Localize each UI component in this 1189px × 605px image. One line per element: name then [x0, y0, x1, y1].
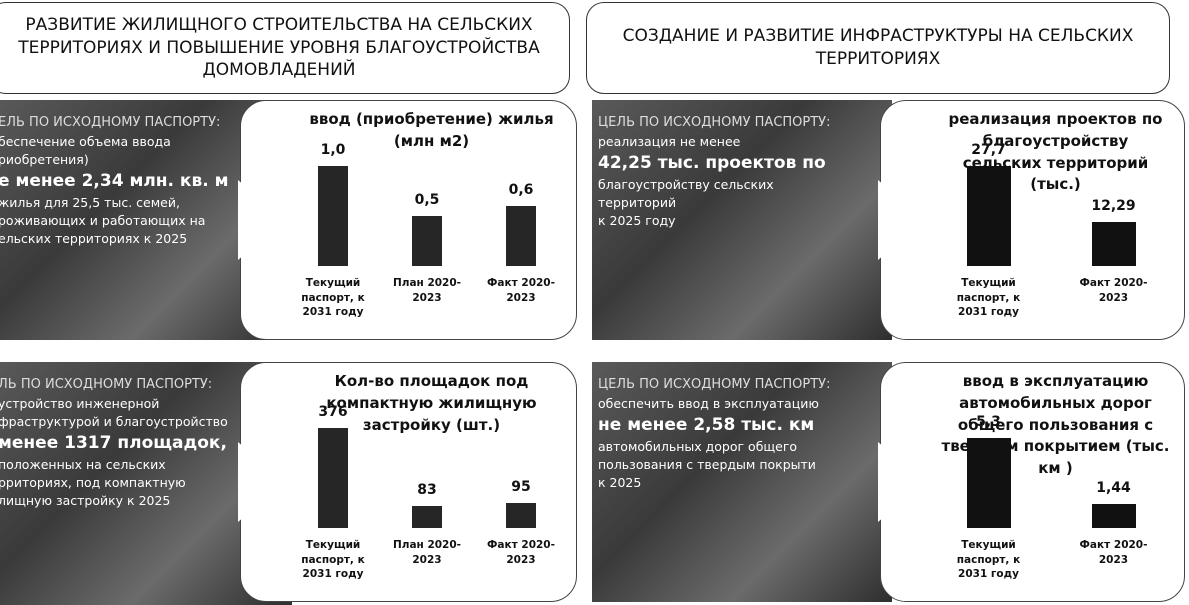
value-label: 5,3	[959, 414, 1019, 430]
goal-highlight: 42,25 тыс. проектов по	[598, 151, 892, 176]
value-label: 1,0	[303, 142, 363, 158]
category-label: Факт 2020-2023	[476, 538, 566, 567]
bar	[1092, 504, 1136, 528]
bar	[967, 166, 1011, 266]
chart-box: реализация проектов по благоустройству с…	[880, 100, 1185, 340]
category-label: План 2020-2023	[382, 538, 472, 567]
bar	[967, 438, 1011, 528]
value-label: 0,5	[397, 192, 457, 208]
chart-box: Кол-во площадок под компактную жилищную …	[240, 362, 577, 602]
goal-heading: ЦЕЛЬ ПО ИСХОДНОМУ ПАСПОРТУ:	[598, 114, 892, 133]
page: РАЗВИТИЕ ЖИЛИЩНОГО СТРОИТЕЛЬСТВА НА СЕЛЬ…	[0, 0, 1189, 605]
goal-text: к 2025 году	[598, 212, 892, 230]
bar	[506, 206, 536, 266]
goal-panel: ЦЕЛЬ ПО ИСХОДНОМУ ПАСПОРТУ:реализация не…	[592, 100, 892, 340]
goal-text: пользования с твердым покрыти	[598, 456, 892, 474]
bar	[506, 503, 536, 528]
category-label: Факт 2020- 2023	[1069, 538, 1159, 567]
notch	[878, 442, 924, 522]
category-label: Факт 2020- 2023	[476, 276, 566, 305]
goal-text: обеспечить ввод в эксплуатацию	[598, 395, 892, 413]
goal-text: территорий	[598, 194, 892, 212]
notch	[238, 442, 284, 522]
value-label: 27,7	[959, 142, 1019, 158]
goal-text: благоустройству сельских	[598, 176, 892, 194]
notch	[238, 180, 284, 260]
value-label: 95	[491, 479, 551, 495]
bar	[318, 428, 348, 528]
category-label: Текущий паспорт, к 2031 году	[288, 538, 378, 582]
section-header: РАЗВИТИЕ ЖИЛИЩНОГО СТРОИТЕЛЬСТВА НА СЕЛЬ…	[0, 2, 570, 94]
goal-heading: ЦЕЛЬ ПО ИСХОДНОМУ ПАСПОРТУ:	[598, 376, 892, 395]
goal-text: к 2025	[598, 474, 892, 492]
goal-highlight: не менее 2,58 тыс. км	[598, 413, 892, 438]
bar	[412, 506, 442, 528]
goal-panel: ЦЕЛЬ ПО ИСХОДНОМУ ПАСПОРТУ:обеспечить вв…	[592, 362, 892, 602]
notch	[878, 180, 924, 260]
category-label: Факт 2020- 2023	[1069, 276, 1159, 305]
goal-text: реализация не менее	[598, 133, 892, 151]
category-label: Текущий паспорт, к 2031 году	[944, 538, 1034, 582]
value-label: 12,29	[1084, 198, 1144, 214]
chart-box: ввод в эксплуатацию автомобильных дорог …	[880, 362, 1185, 602]
value-label: 1,44	[1084, 480, 1144, 496]
category-label: Текущий паспорт, к 2031 году	[944, 276, 1034, 320]
category-label: План 2020-2023	[382, 276, 472, 305]
section-header: СОЗДАНИЕ И РАЗВИТИЕ ИНФРАСТРУКТУРЫ НА СЕ…	[586, 2, 1170, 94]
bar	[412, 216, 442, 266]
value-label: 0,6	[491, 182, 551, 198]
bar	[318, 166, 348, 266]
goal-text: автомобильных дорог общего	[598, 438, 892, 456]
value-label: 376	[303, 404, 363, 420]
bar	[1092, 222, 1136, 266]
value-label: 83	[397, 482, 457, 498]
category-label: Текущий паспорт, к 2031 году	[288, 276, 378, 320]
